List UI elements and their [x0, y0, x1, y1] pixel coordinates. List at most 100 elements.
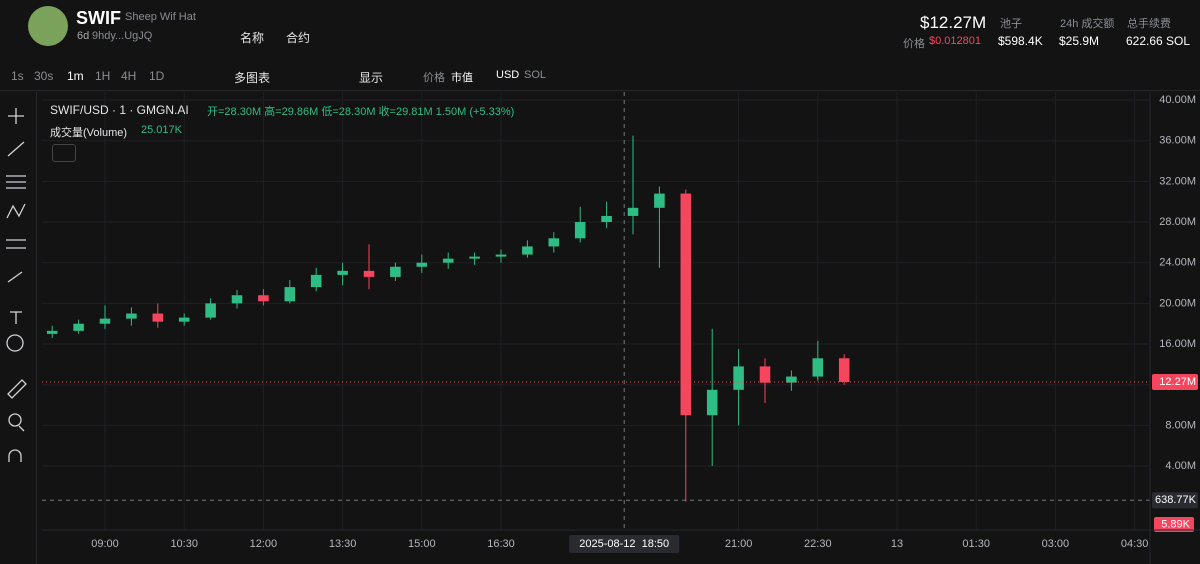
candle-body [390, 266, 401, 277]
interval[interactable]: 1H [95, 69, 111, 83]
crosshair-x-tag: 2025-08-12 18:50 [579, 538, 669, 550]
legend-change: 1.50M (+5.33%) [435, 106, 515, 118]
candle-body [706, 389, 718, 416]
alt-quote[interactable]: SOL [524, 69, 547, 81]
candle-body [126, 313, 137, 319]
candle-body [838, 358, 850, 382]
x-tick-label: 09:00 [91, 538, 119, 550]
quote[interactable]: USD [496, 69, 520, 81]
candle-body [574, 222, 586, 239]
candle-body [522, 246, 533, 255]
token-name: Sheep Wif Hat [125, 11, 196, 23]
y-tick-label: 24.00M [1159, 257, 1196, 269]
price-label: 价格 [903, 38, 925, 50]
x-tick-label: 12:00 [250, 538, 278, 550]
symbol: SWIF [76, 8, 121, 28]
multi-chart[interactable]: 多图表 [234, 71, 271, 85]
candle-body [495, 254, 507, 257]
last-price-tag-bg [1152, 373, 1198, 390]
candle-body [786, 376, 797, 383]
x-tick-label: 03:00 [1042, 538, 1070, 550]
x-tick-label: 01:30 [962, 538, 990, 550]
y-tick-label: 4.00M [1165, 460, 1196, 472]
candle-body [46, 330, 58, 334]
price: $0.012801 [929, 35, 981, 47]
interval[interactable]: 1D [149, 69, 165, 83]
interval[interactable]: 30s [34, 69, 54, 83]
market-cap: $12.27M [920, 13, 987, 32]
candle-body [812, 358, 824, 377]
legend-pair: SWIF/USD · 1 · GMGN.AI [50, 103, 189, 117]
legend-ohlc: 开=28.30M 高=29.86M 低=28.30M 收=29.81M 1.50… [207, 103, 514, 119]
candle-body [416, 262, 428, 267]
candle-body [548, 238, 560, 247]
interval[interactable]: 1m [67, 69, 84, 83]
stat-value: 622.66 SOL [1126, 34, 1191, 48]
x-tick-label: 04:30 [1121, 538, 1149, 550]
y-tick-label: 32.00M [1159, 175, 1196, 187]
candle-body [601, 215, 612, 223]
candle-body [363, 270, 375, 277]
y-tick-label: 8.00M [1165, 419, 1196, 431]
candle-body [205, 303, 216, 318]
candle-body [654, 193, 665, 208]
volume-value: 25.017K [141, 124, 182, 136]
x-tick-label: 21:00 [725, 538, 753, 550]
legend-high: 高=29.86M [264, 106, 319, 118]
y-tick-label: 16.00M [1159, 338, 1196, 350]
toolbar [0, 62, 1200, 91]
search-contract[interactable]: 合约 [286, 31, 311, 45]
search-name[interactable]: 名称 [240, 31, 265, 45]
display[interactable]: 显示 [359, 71, 384, 85]
legend-low: 低=28.30M [321, 106, 376, 118]
stat-label: 总手续费 [1127, 18, 1171, 30]
y-tick-label: 40.00M [1159, 94, 1196, 106]
interval[interactable]: 1s [11, 69, 24, 83]
candle-body [759, 366, 771, 383]
candle-body [680, 193, 692, 416]
volume-tag-bg [1154, 517, 1194, 532]
x-tick-label: 10:30 [170, 538, 198, 550]
legend-close: 收=29.81M [378, 106, 433, 118]
crosshair-x-tag-bg [569, 535, 680, 553]
legend-open: 开=28.30M [207, 106, 262, 118]
x-tick-label: 13 [891, 538, 903, 550]
candle-body [627, 207, 639, 216]
token-avatar [28, 6, 68, 46]
candle-body [99, 318, 111, 324]
last-price-tag: 12.27M [1159, 376, 1196, 388]
mcap-mode[interactable]: 市值 [451, 72, 473, 84]
stat-label: 24h 成交额 [1060, 18, 1115, 30]
y-tick-label: 36.00M [1159, 135, 1196, 147]
age: 6d [77, 30, 90, 42]
price-mode[interactable]: 价格 [423, 72, 445, 84]
candle-body [152, 313, 164, 322]
x-tick-label: 16:30 [487, 538, 515, 550]
volume-label: 成交量(Volume) [50, 127, 128, 139]
candle-body [231, 295, 243, 304]
stat-label: 池子 [1000, 18, 1022, 30]
candle-body [442, 258, 454, 263]
stat-value: $598.4K [998, 34, 1043, 48]
candle-body [178, 317, 190, 322]
volume-tag: 5.89K [1161, 518, 1190, 530]
candle-body [337, 270, 348, 275]
candle-body [258, 295, 269, 302]
x-tick-label: 13:30 [329, 538, 357, 550]
candle-body [284, 287, 296, 302]
stat-value: $25.9M [1059, 34, 1100, 48]
y-tick-label: 20.00M [1159, 297, 1196, 309]
collapse-button[interactable] [52, 144, 76, 162]
x-tick-label: 22:30 [804, 538, 832, 550]
crosshair-y-tag: 638.77K [1155, 494, 1197, 506]
candle-body [469, 256, 480, 259]
candle-body [733, 366, 744, 390]
y-tick-label: 28.00M [1159, 216, 1196, 228]
candle-body [73, 323, 84, 331]
crosshair-y-tag-bg [1152, 492, 1198, 509]
x-tick-label: 15:00 [408, 538, 436, 550]
address[interactable]: 9hdy...UgJQ [92, 30, 153, 42]
interval[interactable]: 4H [121, 69, 137, 83]
